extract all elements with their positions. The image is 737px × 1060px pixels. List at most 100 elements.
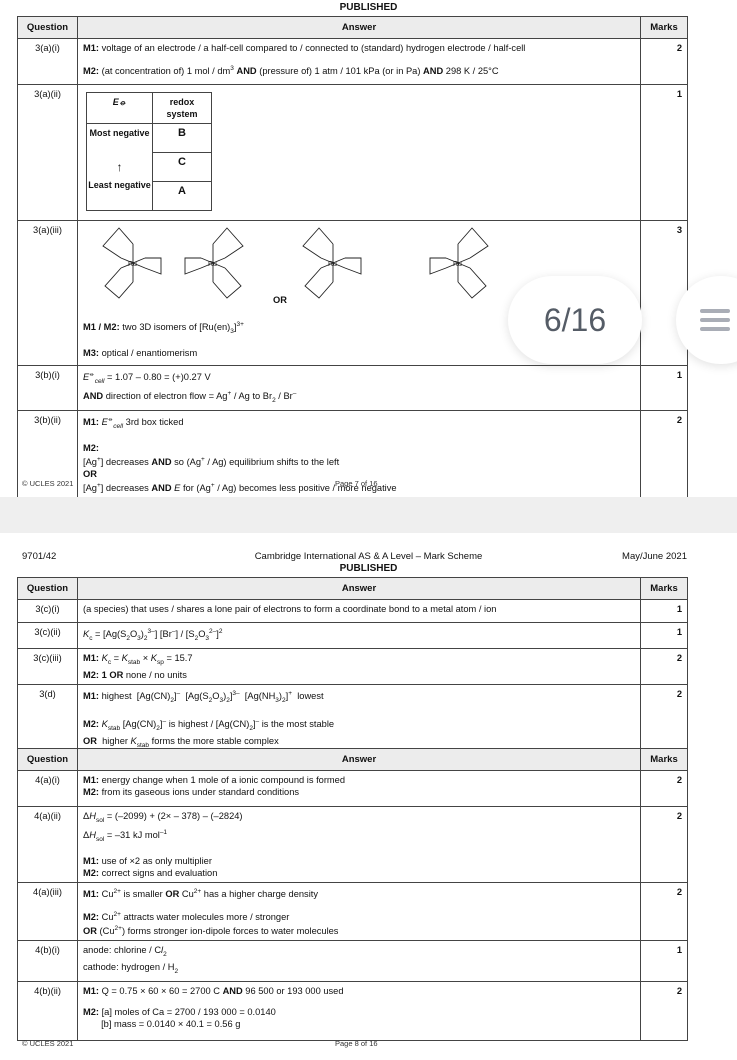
answer-text: M1 / M2: bbox=[83, 322, 120, 333]
answer-text: K bbox=[130, 735, 137, 746]
answer-text: AND bbox=[222, 985, 243, 996]
answer-text: [b] mass = 0.0140 × 40.1 = 0.56 g bbox=[83, 1018, 241, 1029]
marks-value: 3 bbox=[640, 220, 688, 366]
answer-text: cathode: hydrogen / H bbox=[83, 961, 175, 972]
table-row: 4(a)(ii) ΔHsol = (–2099) + (2× – 378) – (… bbox=[17, 806, 688, 883]
answer-text: Δ bbox=[83, 829, 90, 840]
answer-text: + bbox=[201, 455, 205, 463]
question-number: 3(b)(ii) bbox=[17, 409, 78, 499]
answer-cell: M1: voltage of an electrode / a half-cel… bbox=[77, 38, 641, 85]
answer-text: M2: bbox=[83, 718, 100, 729]
answer-text: AND bbox=[151, 483, 172, 494]
answer-text: [Ag(S bbox=[180, 690, 209, 701]
answer-line: M2: 1 OR none / no units bbox=[83, 669, 635, 681]
answer-text: M1: bbox=[83, 855, 100, 866]
ru-en3-isomer: Ru bbox=[429, 227, 489, 299]
answer-text: = 1.07 – 0.80 = (+)0.27 V bbox=[104, 372, 211, 383]
redox-table: E⦵ redox system Most negative ↑ Least negat… bbox=[86, 92, 212, 211]
question-number: 3(c)(i) bbox=[17, 599, 78, 623]
answer-text: (pressure of) 1 atm / 101 kPa (or in Pa) bbox=[256, 66, 424, 77]
answer-text: (a species) that uses / shares a lone pa… bbox=[83, 604, 497, 614]
answer-text: ] / [S bbox=[175, 629, 195, 640]
arrow-up-icon: ↑ bbox=[116, 160, 123, 174]
footer-page-number: Page 7 of 16 bbox=[335, 479, 378, 488]
answer-text: 3 bbox=[230, 327, 234, 335]
answer-text: = bbox=[111, 652, 122, 663]
marks-value: 1 bbox=[640, 599, 688, 623]
marks-value: 1 bbox=[640, 940, 688, 982]
question-number: 3(a)(i) bbox=[17, 38, 78, 85]
answer-text: sol bbox=[95, 835, 105, 843]
redox-value: A bbox=[152, 181, 212, 211]
answer-line: AND direction of electron flow = Ag+ / A… bbox=[83, 388, 635, 407]
answer-text: M2: bbox=[83, 66, 100, 77]
answer-text: = –31 kJ mol bbox=[104, 829, 160, 840]
answer-text: M2: 1 OR bbox=[83, 669, 124, 680]
footer-copyright-2: © UCLES 2021 bbox=[22, 1039, 74, 1048]
answer-text: O bbox=[198, 629, 206, 640]
answer-text: [Ag bbox=[83, 456, 97, 467]
answer-text: Q = 0.75 × 60 × 60 = 2700 C bbox=[99, 985, 223, 996]
answer-text: 2 bbox=[194, 634, 199, 642]
svg-text:Ru: Ru bbox=[453, 261, 462, 268]
answer-line: Kc = [Ag(S2O3)23–] [Br–] / [S2O32–]2 bbox=[83, 626, 635, 645]
answer-text: / Ag to Br bbox=[231, 391, 273, 402]
mark-scheme-table-page7: Question Answer Marks 3(a)(i) M1: voltage o… bbox=[17, 16, 688, 499]
answer-line: M1: Q = 0.75 × 60 × 60 = 2700 C AND 96 5… bbox=[83, 985, 635, 997]
answer-text: ] bbox=[229, 690, 233, 701]
answer-text: ] bbox=[233, 322, 237, 333]
answer-text: ] bbox=[252, 718, 256, 729]
answer-text: none / no units bbox=[123, 669, 187, 680]
answer-text: for (Ag bbox=[180, 483, 211, 494]
answer-text: M3: bbox=[83, 347, 100, 358]
marks-value: 2 bbox=[640, 806, 688, 883]
header-marks: Marks bbox=[640, 577, 688, 600]
answer-text: 2+ bbox=[193, 887, 202, 895]
answer-text: K bbox=[101, 652, 108, 663]
answer-text: 2+ bbox=[113, 887, 121, 895]
answer-text: M2: bbox=[83, 912, 100, 922]
answer-cell: (a species) that uses / shares a lone pa… bbox=[77, 599, 641, 623]
marks-value: 2 bbox=[640, 409, 688, 499]
answer-text: – bbox=[171, 628, 176, 635]
answer-line: [Ag+] decreases AND so (Ag+ / Ag) equili… bbox=[83, 454, 635, 468]
answer-line bbox=[83, 707, 635, 716]
header-marks: Marks bbox=[640, 16, 688, 39]
answer-text: ) bbox=[140, 629, 144, 640]
answer-text: [Ag(NH bbox=[239, 690, 276, 701]
answer-cell: M1: Kc = Kstab × Ksp = 15.7 M2: 1 OR none… bbox=[77, 647, 641, 685]
answer-line: M1: energy change when 1 mole of a ionic… bbox=[83, 774, 635, 786]
answer-text: 3 bbox=[219, 696, 224, 704]
answer-cell: M1: energy change when 1 mole of a ionic… bbox=[77, 770, 641, 807]
answer-text: 2 bbox=[208, 696, 213, 704]
answer-text: H bbox=[89, 811, 96, 821]
answer-text: AND bbox=[151, 456, 172, 467]
answer-text: Cu bbox=[99, 912, 114, 922]
marks-value: 2 bbox=[640, 881, 688, 942]
answer-cell: M1: Q = 0.75 × 60 × 60 = 2700 C AND 96 5… bbox=[77, 980, 641, 1041]
answer-text: 2 bbox=[156, 724, 160, 732]
answer-text: 2– bbox=[209, 628, 217, 635]
question-number: 4(a)(ii) bbox=[17, 806, 78, 883]
answer-text: + bbox=[288, 689, 293, 697]
header-answer: Answer bbox=[77, 16, 641, 39]
answer-text: ] bbox=[159, 718, 163, 729]
answer-text: M1: bbox=[83, 652, 100, 663]
page-indicator[interactable]: 6/16 bbox=[508, 276, 642, 364]
answer-line: ΔHsol = –31 kJ mol–1 bbox=[83, 827, 635, 846]
ru-en3-isomer: Ru bbox=[102, 227, 162, 299]
svg-text:Ru: Ru bbox=[128, 261, 137, 268]
answer-line: M1: Kc = Kstab × Ksp = 15.7 bbox=[83, 652, 635, 669]
answer-text: M2: bbox=[83, 867, 100, 878]
most-negative-label: Most negative bbox=[89, 128, 150, 138]
table-row: 3(c)(iii) M1: Kc = Kstab × Ksp = 15.7 M2: … bbox=[17, 647, 688, 685]
answer-text: ) bbox=[278, 690, 283, 701]
answer-text: ] bbox=[173, 690, 177, 701]
answer-text: – bbox=[176, 689, 181, 697]
answer-line bbox=[83, 433, 635, 442]
answer-text: M1: bbox=[83, 690, 100, 701]
answer-text: ] [Br bbox=[154, 629, 172, 640]
answer-text: M1: bbox=[83, 888, 100, 899]
answer-text: highest [Ag(CN) bbox=[99, 690, 171, 701]
